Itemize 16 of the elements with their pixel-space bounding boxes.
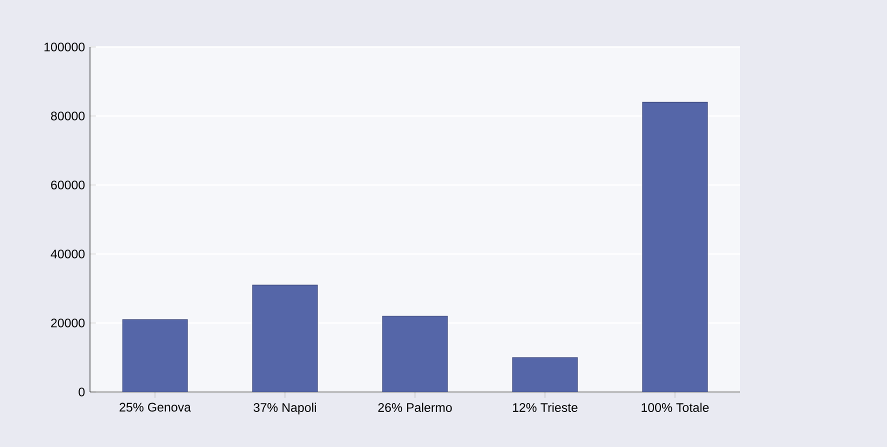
x-tick-label: 26% Palermo (378, 402, 452, 412)
y-tick-label: 100000 (44, 42, 85, 52)
x-tick-label: 12% Trieste (512, 402, 578, 412)
bar (122, 319, 188, 392)
x-tick-label: 100% Totale (642, 402, 709, 412)
x-tick-label: 37% Napoli (254, 402, 316, 414)
y-tick-label: 0 (78, 388, 85, 396)
bar (642, 102, 708, 392)
y-tick-label: 40000 (50, 250, 85, 258)
y-tick-label: 80000 (51, 112, 85, 120)
y-tick-label: 60000 (51, 180, 85, 190)
y-tick-label: 20000 (51, 318, 85, 328)
x-tick-label: 25% Genova (120, 402, 191, 412)
bar (252, 284, 318, 392)
bar (382, 316, 448, 392)
bar (512, 357, 578, 392)
